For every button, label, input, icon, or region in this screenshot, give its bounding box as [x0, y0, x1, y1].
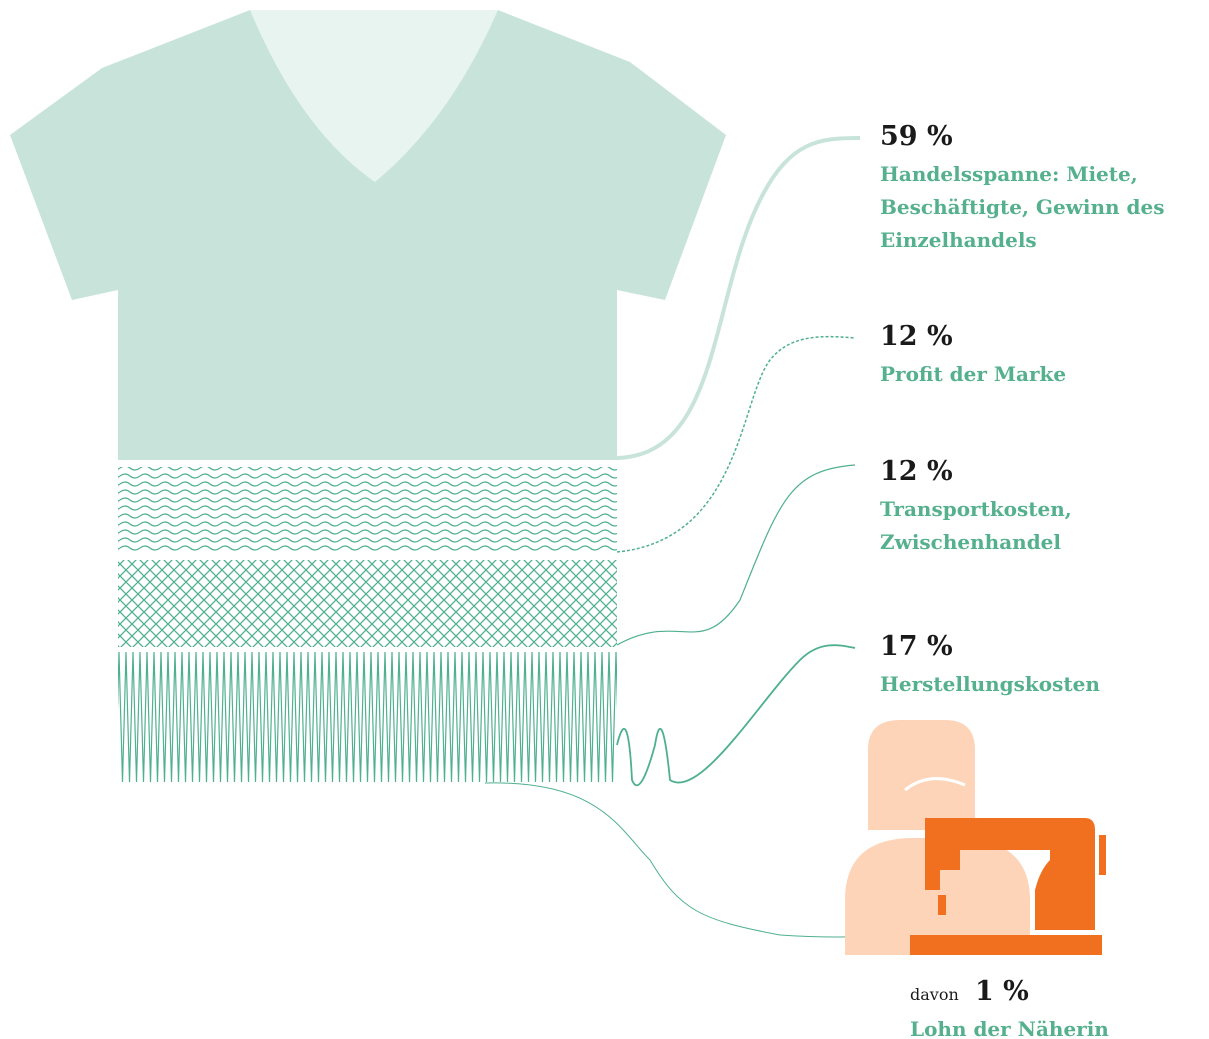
- shirt: [10, 10, 726, 782]
- worker: [845, 720, 1106, 955]
- percent: 59 %: [880, 121, 953, 152]
- segment-label: Profit der Marke: [880, 362, 1066, 386]
- prefix: davon: [910, 985, 959, 1004]
- segment-label: Beschäftigte, Gewinn des: [880, 195, 1165, 219]
- segment-label: Zwischenhandel: [880, 530, 1061, 554]
- percent: 1 %: [975, 976, 1029, 1007]
- segment-label: Transportkosten,: [880, 497, 1072, 521]
- segment-label: Handelsspanne: Miete,: [880, 162, 1138, 186]
- percent: 17 %: [880, 631, 953, 662]
- percent: 12 %: [880, 321, 953, 352]
- worker-label: Lohn der Näherin: [910, 1017, 1109, 1039]
- segment-label: Herstellungskosten: [880, 672, 1100, 696]
- segment-label: Einzelhandels: [880, 228, 1037, 252]
- percent: 12 %: [880, 456, 953, 487]
- threads: [484, 136, 961, 938]
